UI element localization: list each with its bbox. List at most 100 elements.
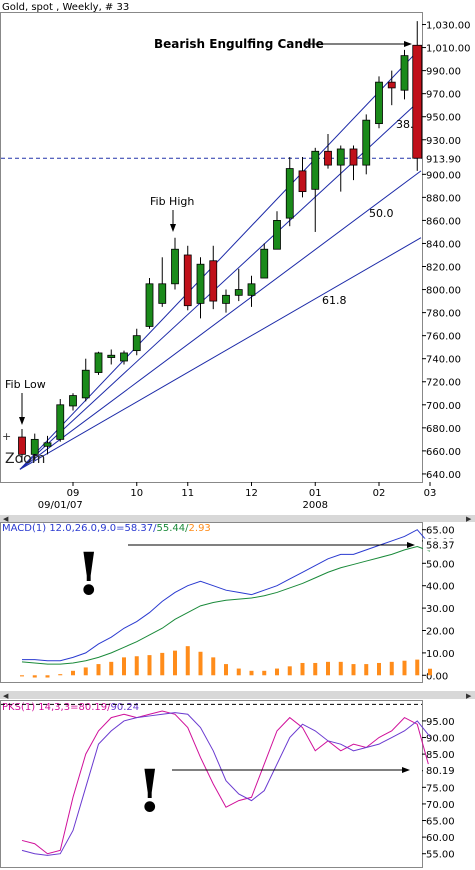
- histogram-bar: [58, 674, 63, 676]
- x-tick-label: 11: [181, 488, 194, 499]
- macd-title-v2: 55.44: [157, 523, 186, 534]
- histogram-bar: [275, 668, 279, 676]
- y-tick-label: 760.00: [426, 332, 461, 343]
- splitter-bar[interactable]: [0, 691, 475, 699]
- exclamation-icon: !: [76, 540, 101, 608]
- price-plot: 640.00 660.00 680.00 700.00 720.00 740.00 760.…: [1, 21, 475, 511]
- candle-body: [285, 168, 294, 219]
- histogram-bar: [160, 652, 165, 676]
- panel-arrow-icon[interactable]: ◀: [3, 515, 9, 523]
- histogram-bar: [122, 657, 126, 676]
- histogram-bar: [377, 662, 381, 676]
- x-tick-label: 10: [130, 488, 143, 499]
- pks-title-v1: 80.19: [78, 702, 107, 713]
- x-tick-label: 01: [309, 488, 322, 499]
- y-tick-label: 85.00: [426, 750, 455, 761]
- histogram-bar: [249, 670, 254, 676]
- x-tick-label: 03: [424, 488, 437, 499]
- histogram-bar: [83, 667, 88, 676]
- candle-body: [222, 294, 230, 304]
- arrow-head-icon: [402, 767, 410, 773]
- candle-body: [387, 81, 396, 89]
- zoom-crosshair-icon[interactable]: +: [2, 430, 11, 443]
- pks-title-head: PKS(1) 14,3,3=: [2, 702, 78, 713]
- macd-line: [21, 545, 431, 665]
- macd-title-sep: /: [185, 523, 189, 534]
- candle-body: [56, 404, 65, 440]
- candle-body: [94, 352, 103, 373]
- histogram-bar: [300, 662, 305, 676]
- y-tick-label: 95.00: [426, 717, 455, 728]
- histogram-bar: [338, 661, 343, 676]
- macd-title-sep: /: [153, 523, 157, 534]
- histogram-bar: [109, 661, 114, 676]
- histogram-bar: [389, 661, 394, 676]
- panel-arrow-icon[interactable]: ▶: [466, 692, 472, 700]
- y-tick-label: 1,010.00: [426, 44, 471, 55]
- y-tick-label: 65.00: [426, 526, 455, 537]
- annotation-fib-low: Fib Low: [5, 378, 46, 391]
- pks-title: PKS(1) 14,3,3=80.19/90.24: [2, 702, 139, 713]
- arrow-head-icon: [170, 224, 176, 232]
- candle-body: [247, 283, 256, 296]
- histogram-bar: [351, 664, 356, 676]
- y-tick-label: 950.00: [426, 113, 461, 124]
- annotation-bearish-engulfing: Bearish Engulfing Candle: [154, 37, 324, 51]
- histogram-bar: [173, 650, 177, 676]
- histogram-bar: [45, 675, 50, 678]
- histogram-bar: [428, 668, 432, 676]
- macd-title-v3: 2.93: [189, 523, 211, 534]
- macd-title-v1: 58.37: [125, 523, 154, 534]
- x-sublabel: 2008: [303, 500, 328, 511]
- splitter-bar[interactable]: [0, 515, 475, 522]
- candle-body: [171, 248, 179, 285]
- candle-body: [30, 438, 39, 455]
- fib-fan-label: 61.8: [322, 294, 347, 307]
- histogram-bar: [96, 664, 101, 676]
- panel-arrow-icon[interactable]: ▶: [466, 515, 472, 523]
- candle-body: [273, 220, 281, 250]
- candle-body: [120, 352, 128, 362]
- price-chart-title: Gold, spot , Weekly, # 33: [2, 2, 129, 13]
- histogram-bar: [313, 662, 318, 676]
- candle-body: [107, 354, 116, 358]
- y-tick-label: 60.00: [426, 833, 455, 844]
- histogram-bar: [185, 646, 190, 676]
- y-tick-label: 75.00: [426, 783, 455, 794]
- candle-body: [18, 436, 26, 455]
- y-tick-label: 30.00: [426, 604, 455, 615]
- macd-title-head: MACD(1) 12.0,26.0,9.0=: [2, 523, 125, 534]
- y-tick-label: 640.00: [426, 470, 461, 481]
- candle-body: [349, 148, 358, 166]
- x-tick-label: 09: [67, 488, 80, 499]
- x-sublabel: 09/01/07: [38, 500, 83, 511]
- histogram-bar: [262, 670, 267, 676]
- stochastic-line: [21, 712, 431, 856]
- candle-body: [234, 289, 243, 296]
- y-tick-label: 930.00: [426, 136, 461, 147]
- arrow-head-icon: [407, 542, 415, 548]
- y-tick-label: 780.00: [426, 309, 461, 320]
- pks-title-sep: /: [107, 702, 111, 713]
- histogram-bar: [402, 660, 407, 676]
- candle-body: [362, 119, 371, 166]
- macd-plot: 0.0010.0020.0030.0040.0050.0060.0065.005…: [20, 526, 463, 682]
- macd-title: MACD(1) 12.0,26.0,9.0=58.37/55.44/2.93: [2, 523, 211, 534]
- panel-arrow-icon[interactable]: ◀: [3, 692, 9, 700]
- zoom-label[interactable]: Zoom: [5, 451, 45, 467]
- candle-body: [400, 55, 409, 91]
- y-tick-label: 970.00: [426, 90, 461, 101]
- candle-body: [183, 254, 192, 307]
- y-tick-label: 900.00: [426, 170, 461, 181]
- arrow-head-icon: [19, 417, 25, 425]
- histogram-bar: [236, 668, 241, 676]
- y-tick-label: 860.00: [426, 216, 461, 227]
- candle-body: [336, 148, 345, 166]
- y-tick-label: 990.00: [426, 67, 461, 78]
- pks-panel-frame: [0, 700, 423, 868]
- pks-plot: 55.0060.0065.0070.0075.0080.0085.0090.00…: [1, 703, 463, 861]
- fib-fan-line: [19, 237, 422, 470]
- histogram-bar: [134, 656, 139, 676]
